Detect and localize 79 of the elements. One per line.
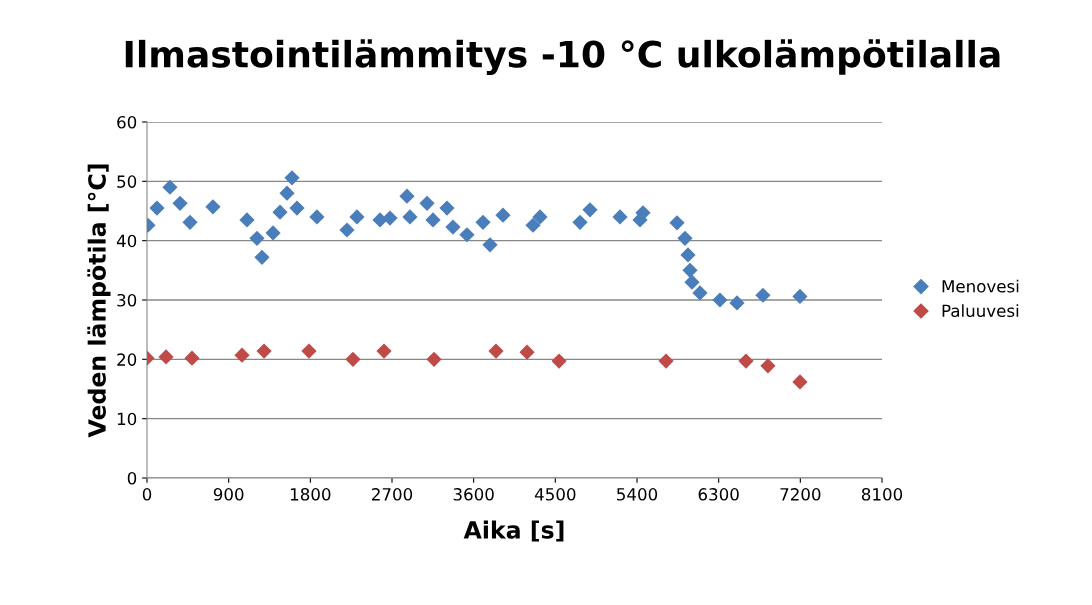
point (309, 209, 325, 225)
point (162, 179, 178, 195)
y-tick-label: 30 (117, 293, 137, 307)
point (572, 214, 588, 230)
point (345, 351, 361, 367)
point (272, 204, 288, 220)
point (399, 188, 415, 204)
point (158, 349, 174, 365)
point (792, 288, 808, 305)
x-tick-label: 7200 (780, 488, 821, 501)
x-tick-label: 3600 (453, 488, 494, 501)
point (760, 358, 776, 374)
point (475, 214, 491, 230)
point (402, 209, 418, 225)
point (445, 219, 461, 235)
point (172, 195, 188, 211)
point (459, 227, 475, 243)
point (349, 209, 365, 225)
point (680, 247, 696, 263)
point (279, 185, 295, 201)
point (612, 209, 628, 225)
point (249, 230, 265, 246)
y-tick-label: 40 (116, 234, 137, 248)
point (254, 249, 270, 265)
point (184, 350, 200, 366)
point (755, 287, 771, 303)
x-tick-label: 2700 (372, 488, 413, 501)
point (684, 274, 700, 290)
x-axis-title: Aika [s] (463, 520, 564, 542)
point (149, 200, 165, 216)
x-tick-label: 6300 (698, 488, 739, 501)
point (682, 262, 698, 278)
point (339, 222, 355, 238)
y-tick-label: 10 (117, 412, 137, 426)
point (729, 295, 745, 311)
point (425, 212, 441, 228)
point (519, 344, 535, 360)
point (712, 292, 728, 308)
x-tick-label: 1800 (290, 488, 331, 501)
point (265, 225, 281, 241)
legend-label: Paluuvesi (942, 304, 1019, 318)
point (376, 343, 392, 359)
point (239, 212, 255, 228)
point (495, 207, 511, 223)
point (669, 215, 685, 231)
point (182, 214, 198, 230)
y-tick-label: 0 (127, 471, 137, 485)
point (658, 353, 674, 369)
point (439, 200, 455, 216)
y-tick-label: 20 (117, 353, 137, 366)
point (426, 351, 442, 367)
point (256, 343, 272, 359)
point (677, 230, 693, 246)
point (692, 285, 708, 301)
x-tick-label: 8100 (861, 488, 903, 501)
point (551, 353, 567, 369)
chart-title: Ilmastointilämmitys -10 °C ulkolämpötilalla (125, 39, 1000, 76)
y-tick-label: 50 (117, 175, 137, 188)
point (419, 195, 435, 211)
legend-label: Menovesi (942, 279, 1019, 293)
point (525, 217, 541, 233)
point (205, 199, 221, 215)
point (488, 343, 504, 359)
y-tick-label: 60 (117, 115, 137, 129)
point (382, 210, 398, 226)
point (532, 209, 548, 225)
point (738, 353, 754, 369)
point (234, 347, 250, 363)
point (482, 237, 498, 253)
point (582, 202, 598, 218)
point (284, 170, 300, 186)
x-tick-label: 0 (142, 488, 152, 501)
x-tick-label: 5400 (617, 488, 658, 501)
x-tick-label: 4500 (534, 488, 576, 501)
y-axis-title: Veden lämpötila [°C] (87, 164, 111, 438)
x-tick-label: 900 (213, 488, 244, 501)
point (792, 374, 808, 390)
point (289, 200, 305, 216)
point (301, 343, 317, 359)
